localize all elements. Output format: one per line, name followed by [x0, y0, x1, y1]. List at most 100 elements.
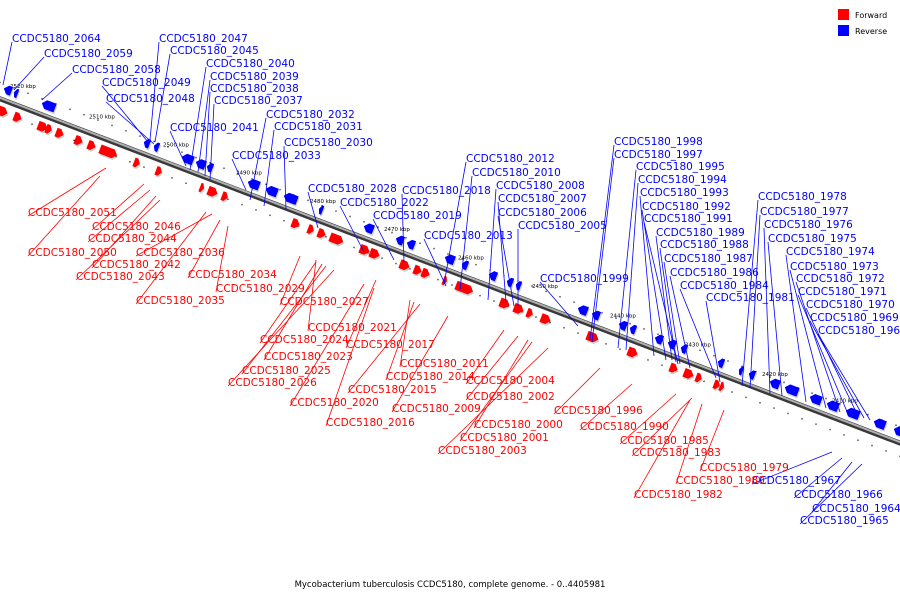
svg-text:CCDC5180_1980: CCDC5180_1980: [676, 475, 765, 487]
minor-tick-upper: [895, 424, 897, 427]
forward-gene-arrow: [328, 232, 345, 247]
gene-label: CCDC5180_1966: [793, 457, 883, 501]
reverse-gene-arrow: [444, 254, 457, 267]
svg-text:CCDC5180_2012: CCDC5180_2012: [466, 153, 555, 165]
tick-label: 2490 kbp: [236, 171, 262, 177]
reverse-gene-arrow: [591, 310, 602, 323]
gene-label: CCDC5180_1981: [705, 292, 795, 383]
gene-label: CCDC5180_2016: [325, 287, 415, 429]
reverse-gene-arrow: [809, 394, 824, 408]
gene-label: CCDC5180_1998: [589, 136, 703, 341]
svg-text:CCDC5180_1966: CCDC5180_1966: [794, 489, 883, 501]
minor-tick-upper: [265, 183, 267, 186]
legend-reverse-label: Reverse: [855, 27, 887, 36]
legend-forward-label: Forward: [855, 11, 887, 20]
gene-label: CCDC5180_1977: [749, 206, 849, 389]
svg-text:CCDC5180_2050: CCDC5180_2050: [28, 247, 117, 259]
gene-label: CCDC5180_2001: [459, 341, 549, 444]
svg-text:CCDC5180_1968: CCDC5180_1968: [818, 325, 900, 337]
tick-label: 2420 kbp: [762, 372, 788, 378]
gene-label: CCDC5180_1985: [619, 393, 709, 447]
gene-label: CCDC5180_2015: [347, 303, 437, 396]
gene-label: CCDC5180_2037: [209, 95, 303, 181]
gene-label: CCDC5180_2025: [241, 265, 331, 377]
forward-gene-arrow: [412, 264, 423, 277]
tick-label: 2520 kbp: [10, 84, 36, 90]
minor-tick-lower: [479, 294, 481, 297]
tick-label: 2470 kbp: [384, 227, 410, 233]
svg-text:CCDC5180_2009: CCDC5180_2009: [392, 403, 481, 415]
minor-tick-upper: [181, 151, 183, 153]
gene-label: CCDC5180_1995: [617, 161, 725, 349]
svg-text:CCDC5180_2019: CCDC5180_2019: [373, 210, 462, 222]
backbone-highlight: [0, 96, 900, 444]
minor-tick-upper: [447, 253, 449, 255]
minor-tick-lower: [871, 444, 873, 447]
tick-label: 2410 kbp: [832, 399, 858, 405]
gene-label: CCDC5180_2038: [204, 83, 299, 177]
minor-tick-upper: [559, 296, 561, 298]
gene-label: CCDC5180_2044: [87, 189, 177, 245]
svg-text:CCDC5180_2034: CCDC5180_2034: [188, 269, 277, 281]
minor-tick-upper: [111, 124, 113, 127]
gene-label: CCDC5180_1994: [625, 174, 727, 351]
gene-label: CCDC5180_2042: [91, 195, 181, 271]
minor-tick-lower: [731, 391, 733, 393]
gene-label: CCDC5180_2013: [423, 230, 513, 287]
svg-text:CCDC5180_2026: CCDC5180_2026: [228, 377, 317, 389]
kbp-ticks: 2520 kbp 2510 kbp 2500 kbp 2490 kbp 2480 kbp…: [0, 81, 900, 458]
svg-text:CCDC5180_2046: CCDC5180_2046: [92, 221, 181, 233]
gene-label: CCDC5180_2050: [27, 175, 117, 259]
gene-label: CCDC5180_1992: [641, 201, 731, 361]
forward-gene-arrow: [98, 144, 118, 161]
gene-label: CCDC5180_2035: [135, 211, 225, 307]
gene-label: CCDC5180_2028: [307, 183, 397, 229]
forward-gene-arrow: [44, 124, 53, 136]
minor-tick-upper: [741, 365, 743, 368]
gene-label: CCDC5180_1982: [633, 399, 723, 501]
minor-tick-upper: [363, 221, 365, 223]
minor-tick-upper: [573, 301, 575, 303]
svg-text:CCDC5180_1969: CCDC5180_1969: [810, 312, 899, 324]
gene-label: CCDC5180_2033: [231, 150, 321, 191]
svg-text:CCDC5180_2021: CCDC5180_2021: [308, 322, 397, 334]
gene-label: CCDC5180_2008: [487, 180, 585, 301]
minor-tick-lower: [535, 316, 537, 318]
minor-tick-lower: [381, 257, 383, 259]
forward-gene-arrow: [154, 166, 163, 178]
reverse-gene-arrow: [3, 85, 14, 98]
minor-tick-lower: [493, 300, 495, 302]
minor-tick-lower: [661, 364, 663, 367]
minor-tick-lower: [283, 219, 285, 222]
gene-label: CCDC5180_2032: [249, 109, 355, 201]
reverse-gene-arrow: [13, 88, 21, 100]
gene-label: CCDC5180_2040: [189, 58, 295, 171]
svg-text:CCDC5180_1991: CCDC5180_1991: [644, 213, 733, 225]
minor-tick-upper: [433, 247, 435, 250]
svg-text:CCDC5180_2017: CCDC5180_2017: [346, 339, 435, 351]
minor-tick-lower: [255, 209, 257, 211]
minor-tick-upper: [69, 108, 71, 111]
reverse-gene-arrow: [769, 378, 782, 392]
gene-label: CCDC5180_1991: [643, 213, 733, 365]
svg-text:CCDC5180_1970: CCDC5180_1970: [806, 299, 895, 311]
svg-text:CCDC5180_1981: CCDC5180_1981: [706, 292, 795, 304]
forward-gene-arrow: [712, 379, 721, 391]
minor-tick-lower: [353, 246, 355, 249]
gene-label: CCDC5180_2064: [2, 33, 101, 86]
gene-label: CCDC5180_2004: [465, 329, 555, 387]
minor-tick-upper: [279, 188, 281, 191]
gene-label: CCDC5180_2043: [75, 199, 165, 283]
forward-gene-arrow: [358, 244, 371, 257]
reverse-gene-arrow: [618, 321, 629, 333]
svg-text:CCDC5180_2038: CCDC5180_2038: [210, 83, 299, 95]
svg-text:CCDC5180_2036: CCDC5180_2036: [136, 247, 225, 259]
minor-tick-upper: [83, 113, 85, 116]
svg-text:CCDC5180_2008: CCDC5180_2008: [496, 180, 585, 192]
svg-text:CCDC5180_1984: CCDC5180_1984: [680, 280, 769, 292]
svg-text:CCDC5180_2005: CCDC5180_2005: [518, 220, 607, 232]
minor-tick-upper: [461, 258, 463, 261]
svg-text:CCDC5180_2025: CCDC5180_2025: [242, 365, 331, 377]
svg-text:CCDC5180_2002: CCDC5180_2002: [466, 391, 555, 403]
minor-tick-lower: [843, 434, 845, 436]
